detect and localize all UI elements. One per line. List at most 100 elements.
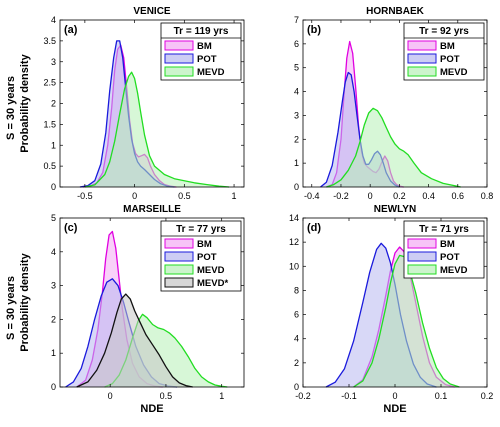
- hornbaek-ytick-label: 5: [294, 63, 299, 73]
- newlyn-ytick-label: 0: [294, 382, 299, 392]
- venice-ytick-label: 4: [51, 15, 56, 25]
- marseille-ytick-label: 1: [51, 348, 56, 358]
- hornbaek-legend-label-pot: POT: [440, 54, 460, 65]
- marseille-legend-label-bm: BM: [197, 239, 212, 250]
- newlyn-xtick-label: 0.1: [435, 391, 448, 401]
- venice-area-mevd: [84, 72, 230, 187]
- hornbaek-legend-swatch-mevd: [407, 66, 437, 77]
- marseille-ytick-label: 2: [51, 314, 56, 324]
- marseille-line-mevd: [76, 293, 193, 388]
- hornbaek-xtick-label: 0.4: [422, 191, 435, 201]
- newlyn-legend-swatch-bm: [407, 238, 437, 249]
- panel-newlyn: -0.2 -0.1 0 0.1 0.2 0 2 4 6 8 10 12 14 NEWLYN (d) NDE Tr…: [289, 204, 493, 415]
- marseille-return-period: Tr = 77 yrs: [176, 224, 226, 235]
- hornbaek-legend-box: [403, 22, 485, 81]
- hornbaek-xtick-label: 0.6: [452, 191, 465, 201]
- hornbaek-xtick-label: 0.8: [481, 191, 494, 201]
- hornbaek-ytick-label: 7: [294, 15, 299, 25]
- newlyn-ytick-label: 14: [289, 213, 299, 223]
- hornbaek-axes-frame: [302, 19, 488, 188]
- hornbaek-xtick-label: -0.4: [304, 191, 320, 201]
- marseille-legend-swatch-mevd: [164, 277, 194, 288]
- hornbaek-ytick-label: 1: [294, 158, 299, 168]
- newlyn-legend-swatch-mevd: [407, 264, 437, 275]
- hornbaek-ytick-label: 2: [294, 134, 299, 144]
- venice-xtick-label: 0: [132, 191, 137, 201]
- venice-xtick-label: -0.5: [77, 191, 93, 201]
- hornbaek-return-period: Tr = 92 yrs: [419, 26, 469, 37]
- panel-hornbaek: -0.4 -0.2 0 0.2 0.4 0.6 0.8 0 1 2 3 4 5 6 7 HORNBAEK (b)…: [294, 6, 493, 201]
- marseille-xtick-label: 0.5: [160, 391, 173, 401]
- hornbaek-title: HORNBAEK: [366, 6, 425, 17]
- svg-text:S = 30 years: S = 30 years: [5, 76, 17, 140]
- newlyn-ytick-label: 4: [294, 334, 299, 344]
- venice-legend-label-bm: BM: [197, 41, 212, 52]
- hornbaek-xtick-label: 0.2: [393, 191, 406, 201]
- svg-text:S = 30 years: S = 30 years: [5, 276, 17, 340]
- hornbaek-legend-label-bm: BM: [440, 41, 455, 52]
- marseille-legend-label-pot: POT: [197, 252, 217, 263]
- newlyn-title: NEWLYN: [374, 204, 416, 215]
- newlyn-return-period: Tr = 71 yrs: [419, 224, 469, 235]
- hornbaek-ytick-label: 0: [294, 182, 299, 192]
- hornbaek-panel-label: (b): [307, 24, 321, 36]
- venice-ytick-label: 0.5: [43, 161, 56, 171]
- venice-legend-swatch-pot: [164, 53, 194, 64]
- panel-venice: -0.5 0 0.5 1 0 0.5 1 1.5 2 2.5 3 3.5 4 VENICE (a) Proba…: [19, 6, 245, 201]
- marseille-ytick-label: 3: [51, 281, 56, 291]
- marseille-ytick-label: 4: [51, 247, 56, 257]
- venice-title: VENICE: [133, 6, 171, 17]
- marseille-panel-label: (c): [64, 222, 78, 234]
- hornbaek-ytick-label: 3: [294, 110, 299, 120]
- marseille-xlabel: NDE: [140, 403, 163, 415]
- hornbaek-legend: Tr = 92 yrs BM POT MEVD: [403, 22, 485, 81]
- row-label-bottom: S = 30 years: [5, 276, 17, 340]
- venice-legend-label-mevd: MEVD: [197, 67, 225, 78]
- marseille-axes-frame: [59, 217, 245, 388]
- venice-xtick-label: 0.5: [178, 191, 191, 201]
- hornbaek-legend-swatch-bm: [407, 40, 437, 51]
- hornbaek-area-mevd: [326, 108, 461, 187]
- marseille-ytick-label: 5: [51, 213, 56, 223]
- marseille-legend-swatch-mevd: [164, 264, 194, 275]
- hornbaek-xtick-label: -0.2: [333, 191, 349, 201]
- marseille-title: MARSEILLE: [123, 204, 181, 215]
- hornbaek-legend-swatch-pot: [407, 53, 437, 64]
- venice-legend-swatch-bm: [164, 40, 194, 51]
- newlyn-xtick-label: -0.1: [341, 391, 357, 401]
- newlyn-legend: Tr = 71 yrs BM POT MEVD: [403, 220, 485, 279]
- venice-ytick-label: 3: [51, 57, 56, 67]
- venice-legend-label-pot: POT: [197, 54, 217, 65]
- newlyn-legend-swatch-pot: [407, 251, 437, 262]
- newlyn-xlabel: NDE: [383, 403, 406, 415]
- newlyn-ytick-label: 12: [289, 237, 299, 247]
- newlyn-xtick-label: -0.2: [295, 391, 311, 401]
- marseille-legend-swatch-pot: [164, 251, 194, 262]
- venice-ytick-label: 0: [51, 182, 56, 192]
- venice-ytick-label: 2.5: [43, 78, 56, 88]
- venice-panel-label: (a): [64, 24, 78, 36]
- venice-return-period: Tr = 119 yrs: [174, 26, 229, 37]
- marseille-ytick-label: 0: [51, 382, 56, 392]
- newlyn-ytick-label: 10: [289, 261, 299, 271]
- hornbaek-ytick-label: 6: [294, 39, 299, 49]
- newlyn-area-mevd: [353, 255, 460, 387]
- hornbaek-legend-label-mevd: MEVD: [440, 67, 468, 78]
- newlyn-xtick-label: 0.2: [481, 391, 494, 401]
- venice-legend-swatch-mevd: [164, 66, 194, 77]
- row-label-bottom-text: S = 30 years: [5, 276, 17, 340]
- marseille-legend-label-mevd: MEVD: [197, 265, 225, 276]
- newlyn-panel-label: (d): [307, 222, 321, 234]
- row-label-top: S = 30 years: [5, 76, 17, 140]
- marseille-legend-swatch-bm: [164, 238, 194, 249]
- row-label-top-text: S = 30 years: [5, 76, 17, 140]
- hornbaek-line-mevd: [326, 107, 461, 188]
- newlyn-legend-label-mevd: MEVD: [440, 265, 468, 276]
- marseille-legend: Tr = 77 yrs BM POT MEVD MEVD*: [160, 220, 242, 292]
- venice-legend: Tr = 119 yrs BM POT MEVD: [160, 22, 242, 81]
- newlyn-legend-label-pot: POT: [440, 252, 460, 263]
- marseille-ylabel: Probability density: [19, 252, 31, 351]
- marseille-xtick-label: 0: [108, 391, 113, 401]
- venice-line-mevd: [84, 71, 230, 188]
